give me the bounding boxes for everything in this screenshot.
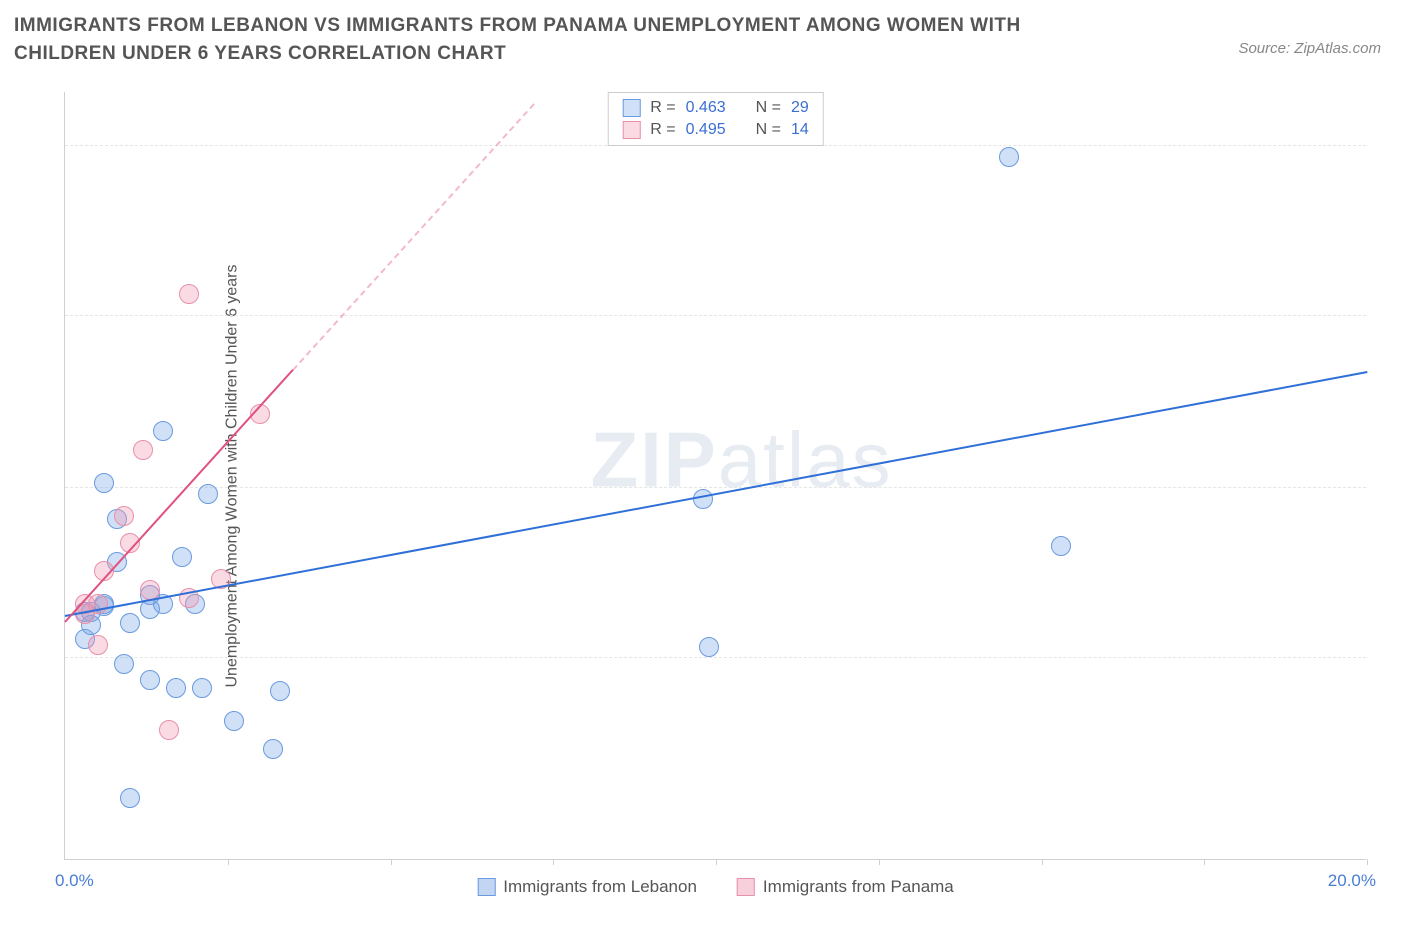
- scatter-point-panama: [114, 506, 134, 526]
- x-tick: [1204, 859, 1205, 865]
- scatter-point-lebanon: [94, 473, 114, 493]
- scatter-point-lebanon: [263, 739, 283, 759]
- scatter-point-panama: [88, 635, 108, 655]
- y-tick-label: 12.5%: [1374, 458, 1406, 478]
- stats-row-lebanon: R = 0.463 N = 29: [622, 99, 809, 117]
- plot-area: Unemployment Among Women with Children U…: [64, 92, 1366, 860]
- x-tick: [553, 859, 554, 865]
- legend-swatch: [737, 878, 755, 896]
- y-tick-label: 25.0%: [1374, 116, 1406, 136]
- x-tick: [1367, 859, 1368, 865]
- scatter-point-lebanon: [198, 484, 218, 504]
- stats-r-label: R =: [650, 99, 675, 117]
- legend-swatch: [477, 878, 495, 896]
- legend-swatch: [622, 99, 640, 117]
- scatter-point-lebanon: [120, 613, 140, 633]
- stats-box: R = 0.463 N = 29 R = 0.495 N = 14: [607, 92, 824, 146]
- scatter-point-lebanon: [140, 670, 160, 690]
- scatter-point-panama: [179, 284, 199, 304]
- gridline: [65, 315, 1366, 316]
- trend-line: [64, 369, 293, 622]
- chart-title: IMMIGRANTS FROM LEBANON VS IMMIGRANTS FR…: [14, 12, 1064, 68]
- stats-n-value: 29: [791, 99, 809, 117]
- scatter-point-lebanon: [153, 421, 173, 441]
- legend-swatch: [622, 121, 640, 139]
- stats-r-value: 0.495: [686, 121, 726, 139]
- stats-r-label: R =: [650, 121, 675, 139]
- scatter-point-lebanon: [270, 681, 290, 701]
- y-tick-label: 18.8%: [1374, 286, 1406, 306]
- scatter-point-lebanon: [166, 678, 186, 698]
- x-tick: [228, 859, 229, 865]
- legend-item: Immigrants from Lebanon: [477, 877, 697, 897]
- stats-n-value: 14: [791, 121, 809, 139]
- y-tick-label: 6.3%: [1374, 628, 1406, 648]
- x-axis-max-label: 20.0%: [1328, 871, 1376, 891]
- source-label: Source: ZipAtlas.com: [1238, 40, 1381, 57]
- legend-label: Immigrants from Lebanon: [503, 877, 697, 897]
- stats-r-value: 0.463: [686, 99, 726, 117]
- watermark: ZIPatlas: [590, 415, 892, 506]
- stats-n-label: N =: [756, 121, 781, 139]
- scatter-point-panama: [159, 720, 179, 740]
- legend-item: Immigrants from Panama: [737, 877, 954, 897]
- scatter-point-lebanon: [999, 147, 1019, 167]
- scatter-point-panama: [133, 440, 153, 460]
- gridline: [65, 657, 1366, 658]
- x-tick: [1042, 859, 1043, 865]
- y-axis-title: Unemployment Among Women with Children U…: [224, 264, 242, 687]
- gridline: [65, 487, 1366, 488]
- scatter-point-lebanon: [120, 788, 140, 808]
- watermark-rest: atlas: [718, 416, 893, 504]
- scatter-point-lebanon: [172, 547, 192, 567]
- stats-n-label: N =: [756, 99, 781, 117]
- scatter-point-lebanon: [224, 711, 244, 731]
- scatter-point-lebanon: [693, 489, 713, 509]
- legend-label: Immigrants from Panama: [763, 877, 954, 897]
- scatter-point-lebanon: [699, 637, 719, 657]
- scatter-point-lebanon: [1051, 536, 1071, 556]
- x-tick: [391, 859, 392, 865]
- scatter-point-lebanon: [192, 678, 212, 698]
- bottom-legend: Immigrants from Lebanon Immigrants from P…: [477, 877, 954, 897]
- x-tick: [879, 859, 880, 865]
- trend-line-dashed: [292, 103, 534, 370]
- x-tick: [716, 859, 717, 865]
- stats-row-panama: R = 0.495 N = 14: [622, 121, 809, 139]
- scatter-point-lebanon: [114, 654, 134, 674]
- x-axis-min-label: 0.0%: [55, 871, 94, 891]
